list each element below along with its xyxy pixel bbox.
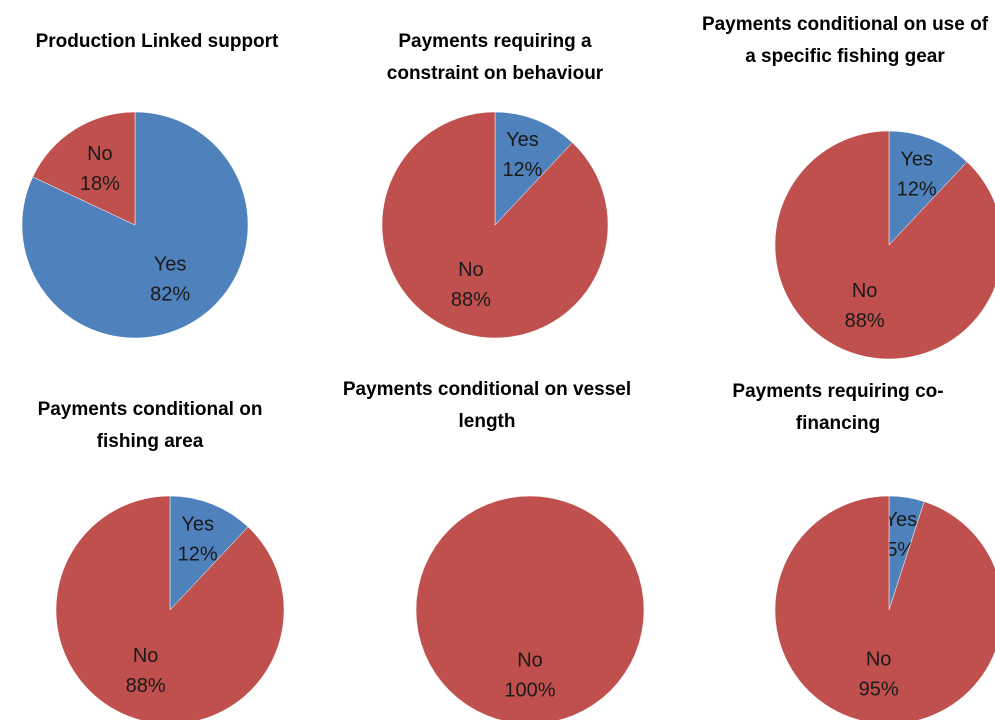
slice-category-label: No	[87, 143, 113, 165]
slice-category-label: No	[852, 280, 878, 302]
pie-slice	[774, 130, 995, 360]
chart-title: Payments requiring co-financing	[732, 381, 944, 434]
slice-category-label: Yes	[884, 509, 917, 531]
pie-slice	[381, 111, 609, 339]
pie-slice	[774, 495, 995, 720]
slice-category-label: Yes	[181, 513, 214, 535]
chart-title: Payments conditional on use of a specifi…	[701, 14, 989, 67]
slice-category-label: No	[133, 645, 159, 667]
slice-category-label: No	[866, 649, 892, 671]
pie-slice	[32, 111, 136, 226]
chart-title: Payments requiring a constraint on behav…	[386, 31, 604, 84]
slice-value-label: 95%	[859, 679, 899, 701]
slice-value-label: 18%	[80, 173, 120, 195]
slice-category-label: Yes	[506, 129, 539, 151]
slice-category-label: No	[517, 649, 543, 671]
pie-slice	[55, 495, 285, 720]
slice-category-label: Yes	[900, 148, 933, 170]
slice-value-label: 88%	[845, 310, 885, 332]
slice-value-label: 82%	[150, 284, 190, 306]
slice-category-label: Yes	[154, 254, 187, 276]
slice-value-label: 12%	[178, 543, 218, 565]
chart-title: Payments conditional on vessel length	[342, 379, 632, 432]
pie-slice	[415, 495, 645, 720]
slice-value-label: 88%	[126, 675, 166, 697]
slice-value-label: 88%	[451, 289, 491, 311]
chart-title: Production Linked support	[35, 31, 279, 52]
slice-value-label: 100%	[504, 679, 555, 701]
slice-value-label: 12%	[502, 159, 542, 181]
chart-title: Payments conditional on fishing area	[37, 399, 263, 452]
pie-slice	[888, 130, 968, 246]
slice-value-label: 12%	[897, 178, 937, 200]
pie-slice	[494, 111, 573, 226]
slice-category-label: No	[458, 259, 484, 281]
pie-slice	[169, 495, 249, 611]
